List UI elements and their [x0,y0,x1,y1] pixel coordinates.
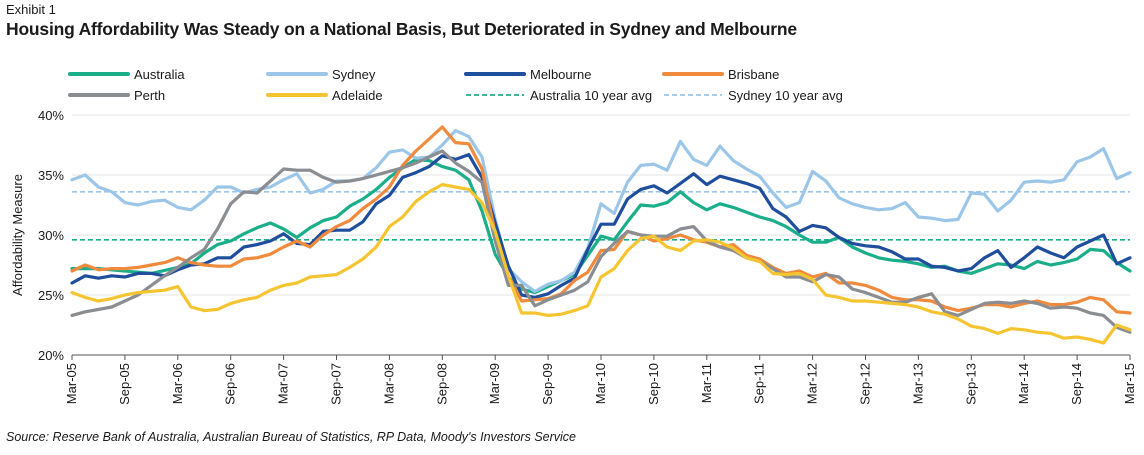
legend-label-perth: Perth [134,88,165,103]
y-tick-label: 25% [38,288,64,303]
melbourne-line [70,153,1132,299]
x-tick-label: Sep-10 [646,363,661,405]
x-tick-label: Sep-14 [1069,363,1084,405]
legend-label-sydney-10-year-avg: Sydney 10 year avg [728,88,843,103]
x-tick-label: Mar-07 [276,363,291,404]
x-tick-label: Mar-08 [381,363,396,404]
y-tick-label: 35% [38,168,64,183]
legend-label-australia-10-year-avg: Australia 10 year avg [530,88,652,103]
chart-area: 20% 25% 30% 35% 40% Mar-05 Sep-05 Mar-06 Sep-06 M… [10,67,1137,405]
x-tick-label: Mar-14 [1016,363,1031,404]
y-tick-label: 30% [38,228,64,243]
x-tick-label: Sep-09 [540,363,555,405]
x-tick-label: Sep-07 [329,363,344,405]
series-lines [70,125,1132,345]
x-tick-label: Sep-05 [117,363,132,405]
y-tick-label: 40% [38,108,64,123]
brisbane-line [70,125,1132,315]
legend-label-sydney: Sydney [332,67,376,82]
x-tick-label: Mar-06 [170,363,185,404]
x-tick-label: Mar-15 [1122,363,1137,404]
x-tick-label: Mar-05 [64,363,79,404]
x-tick-label: Mar-09 [487,363,502,404]
x-tick-label: Sep-11 [752,363,767,404]
x-tick-label: Mar-10 [593,363,608,404]
perth-line [70,149,1132,334]
legend-label-adelaide: Adelaide [332,88,383,103]
chart-title: Housing Affordability Was Steady on a Na… [6,19,797,39]
legend: Australia Sydney Melbourne Brisbane Perth Ade… [68,67,843,103]
legend-label-australia: Australia [134,67,185,82]
x-tick-label: Sep-13 [963,363,978,405]
x-tick-label: Mar-12 [805,363,820,404]
x-tick-label: Sep-08 [434,363,449,405]
average-lines [72,191,1130,241]
adelaide-line [70,183,1132,345]
legend-label-melbourne: Melbourne [530,67,591,82]
x-tick-label: Mar-13 [910,363,925,404]
source-note: Source: Reserve Bank of Australia, Austr… [6,430,576,444]
x-tick-label: Sep-06 [223,363,238,405]
exhibit-label: Exhibit 1 [6,2,56,17]
y-tick-label: 20% [38,348,64,363]
legend-label-brisbane: Brisbane [728,67,779,82]
x-tick-label: Mar-11 [699,363,714,403]
x-tick-label: Sep-12 [858,363,873,405]
y-axis-label: Affordability Measure [10,174,25,296]
axes: 20% 25% 30% 35% 40% Mar-05 Sep-05 Mar-06 Sep-06 M… [38,108,1137,405]
